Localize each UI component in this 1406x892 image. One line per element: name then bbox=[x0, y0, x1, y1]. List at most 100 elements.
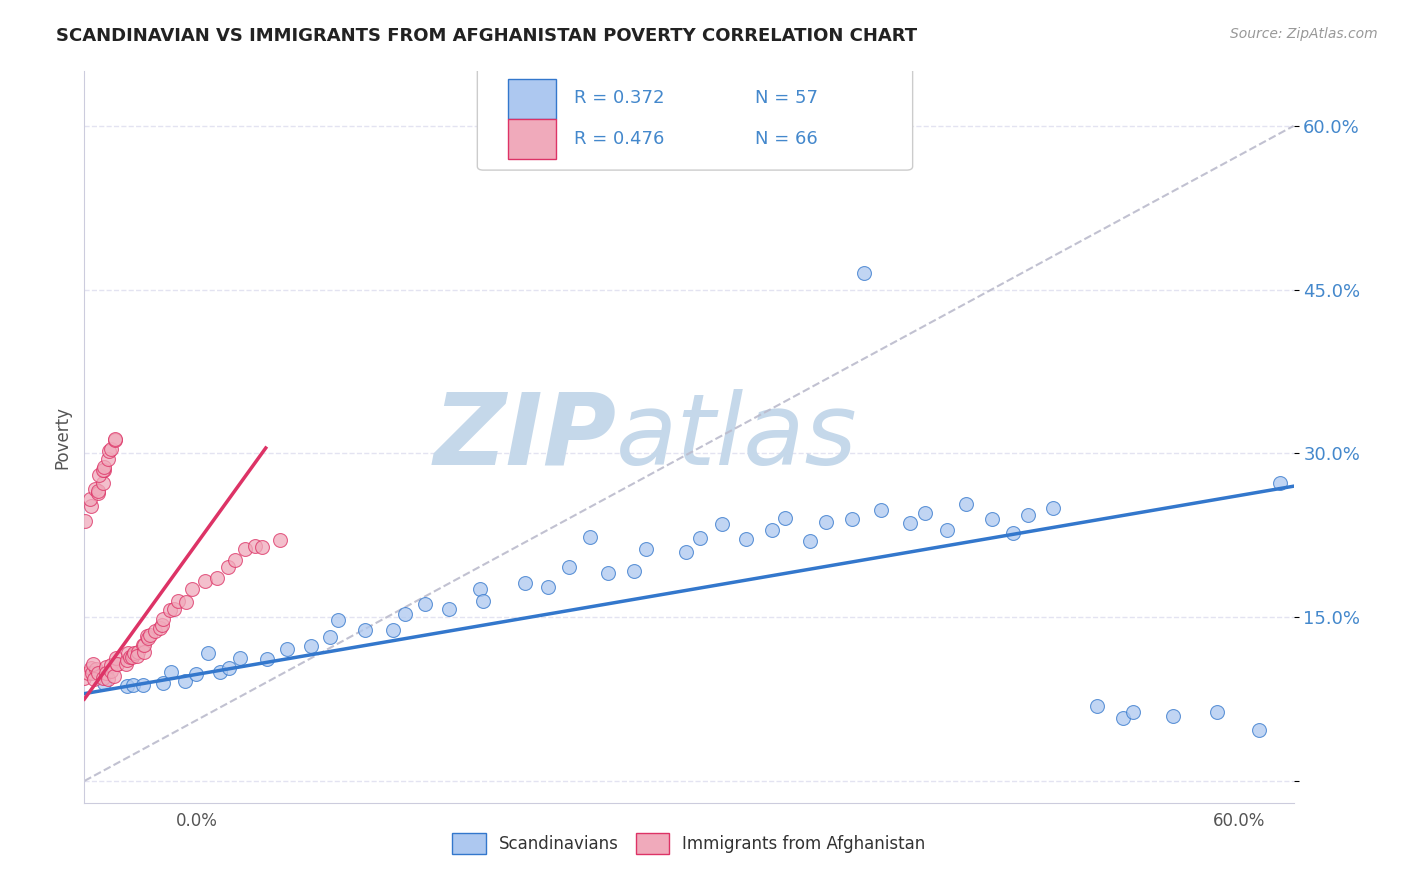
Point bbox=[186, 667, 208, 681]
Point bbox=[94, 666, 117, 681]
Point bbox=[93, 675, 115, 690]
Point bbox=[256, 652, 278, 666]
Point bbox=[193, 574, 215, 588]
Point bbox=[955, 497, 977, 511]
Point bbox=[80, 500, 103, 514]
Point bbox=[773, 511, 796, 525]
Point bbox=[1247, 723, 1270, 738]
Bar bbox=[508, 78, 555, 119]
Point bbox=[1122, 705, 1144, 719]
Point bbox=[1001, 525, 1024, 540]
Point bbox=[623, 565, 645, 579]
Point bbox=[83, 673, 105, 687]
Text: atlas: atlas bbox=[616, 389, 858, 485]
Text: R = 0.476: R = 0.476 bbox=[574, 129, 665, 148]
Point bbox=[93, 460, 115, 475]
Point bbox=[537, 580, 560, 594]
Point bbox=[132, 638, 155, 652]
Point bbox=[354, 624, 377, 638]
Point bbox=[233, 542, 256, 557]
Point bbox=[80, 666, 103, 681]
Point bbox=[1206, 705, 1229, 719]
Point bbox=[1087, 699, 1109, 714]
Point bbox=[301, 640, 323, 654]
Point bbox=[472, 593, 495, 607]
Point bbox=[97, 444, 120, 458]
Point bbox=[152, 612, 174, 626]
Point bbox=[209, 665, 232, 679]
Point bbox=[91, 476, 114, 491]
Point bbox=[105, 650, 128, 665]
Legend: Scandinavians, Immigrants from Afghanistan: Scandinavians, Immigrants from Afghanist… bbox=[446, 827, 932, 860]
Point bbox=[689, 531, 711, 545]
Point bbox=[382, 623, 405, 637]
Text: R = 0.372: R = 0.372 bbox=[574, 89, 665, 107]
Point bbox=[914, 506, 936, 520]
Point bbox=[87, 467, 110, 482]
Point bbox=[76, 665, 98, 680]
Point bbox=[598, 566, 620, 580]
Point bbox=[97, 452, 120, 467]
Point bbox=[841, 511, 863, 525]
Point bbox=[1268, 476, 1291, 491]
Point bbox=[150, 618, 173, 632]
Point bbox=[1042, 501, 1064, 516]
Bar bbox=[508, 119, 555, 159]
Point bbox=[735, 532, 758, 546]
Point bbox=[73, 514, 96, 528]
Point bbox=[319, 630, 342, 644]
Point bbox=[131, 678, 153, 692]
Point bbox=[152, 675, 174, 690]
Point bbox=[1111, 711, 1133, 725]
Point bbox=[437, 601, 460, 615]
Point bbox=[394, 607, 416, 621]
Point bbox=[84, 662, 107, 676]
Point bbox=[91, 671, 114, 685]
Point bbox=[197, 646, 219, 660]
Point bbox=[470, 582, 492, 597]
Point bbox=[104, 433, 127, 447]
Point bbox=[870, 503, 893, 517]
Point bbox=[127, 645, 149, 659]
Point bbox=[100, 664, 122, 678]
Point bbox=[174, 673, 197, 688]
Text: N = 57: N = 57 bbox=[755, 89, 818, 107]
Point bbox=[115, 653, 138, 667]
Point bbox=[132, 644, 155, 658]
Point bbox=[73, 672, 96, 686]
Point bbox=[898, 516, 921, 530]
Point bbox=[269, 533, 291, 548]
Point bbox=[761, 523, 783, 537]
Point bbox=[799, 533, 821, 548]
Point bbox=[328, 614, 350, 628]
Point bbox=[117, 646, 139, 660]
Point bbox=[122, 648, 145, 662]
Point bbox=[118, 649, 141, 664]
Point bbox=[97, 672, 120, 686]
Point bbox=[181, 582, 204, 596]
Point bbox=[245, 539, 267, 553]
Point bbox=[132, 638, 155, 652]
Point bbox=[217, 559, 239, 574]
Point bbox=[87, 666, 110, 681]
Point bbox=[100, 657, 122, 672]
Point bbox=[413, 597, 436, 611]
Point bbox=[174, 595, 197, 609]
Point bbox=[515, 575, 537, 590]
Point bbox=[634, 541, 657, 556]
Point bbox=[558, 559, 581, 574]
Point bbox=[127, 648, 149, 663]
Text: 0.0%: 0.0% bbox=[176, 812, 218, 830]
Text: N = 66: N = 66 bbox=[755, 129, 818, 148]
Point bbox=[159, 603, 181, 617]
Point bbox=[115, 657, 138, 671]
Point bbox=[94, 660, 117, 674]
Point bbox=[143, 624, 166, 638]
Point bbox=[229, 650, 252, 665]
Point bbox=[276, 641, 298, 656]
Point bbox=[149, 622, 172, 636]
Point bbox=[936, 523, 959, 537]
Point bbox=[710, 516, 733, 531]
Point bbox=[136, 631, 159, 645]
Point bbox=[136, 629, 159, 643]
